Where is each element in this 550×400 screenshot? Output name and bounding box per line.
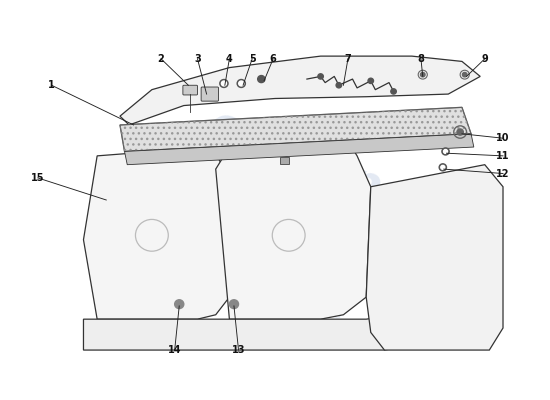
Circle shape <box>229 300 239 308</box>
Text: 6: 6 <box>270 54 277 64</box>
Text: 8: 8 <box>417 54 425 64</box>
Circle shape <box>457 129 463 135</box>
Polygon shape <box>124 134 474 165</box>
Text: 3: 3 <box>194 54 201 64</box>
Text: 7: 7 <box>345 54 351 64</box>
Text: 15: 15 <box>31 173 45 183</box>
Text: 5: 5 <box>249 54 256 64</box>
Circle shape <box>391 89 397 94</box>
Circle shape <box>257 76 265 82</box>
Text: a passion for parts: a passion for parts <box>224 264 344 322</box>
Circle shape <box>463 72 467 77</box>
Text: 4: 4 <box>226 54 233 64</box>
Circle shape <box>175 300 184 308</box>
FancyBboxPatch shape <box>183 85 197 95</box>
FancyBboxPatch shape <box>201 87 218 101</box>
Circle shape <box>221 81 227 86</box>
Polygon shape <box>120 107 471 152</box>
Circle shape <box>420 72 425 77</box>
Polygon shape <box>84 302 485 350</box>
Circle shape <box>439 164 447 171</box>
Polygon shape <box>216 134 371 319</box>
Circle shape <box>237 80 245 88</box>
Text: 13: 13 <box>232 345 245 355</box>
Polygon shape <box>366 165 503 350</box>
Text: 1: 1 <box>48 80 55 90</box>
Polygon shape <box>120 56 480 125</box>
Circle shape <box>318 74 323 79</box>
FancyBboxPatch shape <box>279 157 289 164</box>
Circle shape <box>220 80 228 88</box>
Text: 2: 2 <box>158 54 164 64</box>
Text: 12: 12 <box>496 168 510 178</box>
Circle shape <box>368 78 373 84</box>
Circle shape <box>443 150 448 153</box>
Text: eurospares: eurospares <box>201 101 495 255</box>
Text: 9: 9 <box>481 54 488 64</box>
Text: since 1985: since 1985 <box>270 216 390 280</box>
Circle shape <box>441 165 445 169</box>
Circle shape <box>239 81 244 86</box>
Circle shape <box>442 148 449 155</box>
Text: 14: 14 <box>168 345 182 355</box>
Polygon shape <box>84 147 229 319</box>
Circle shape <box>336 82 342 88</box>
Text: 10: 10 <box>496 133 510 143</box>
Text: 11: 11 <box>496 151 510 161</box>
